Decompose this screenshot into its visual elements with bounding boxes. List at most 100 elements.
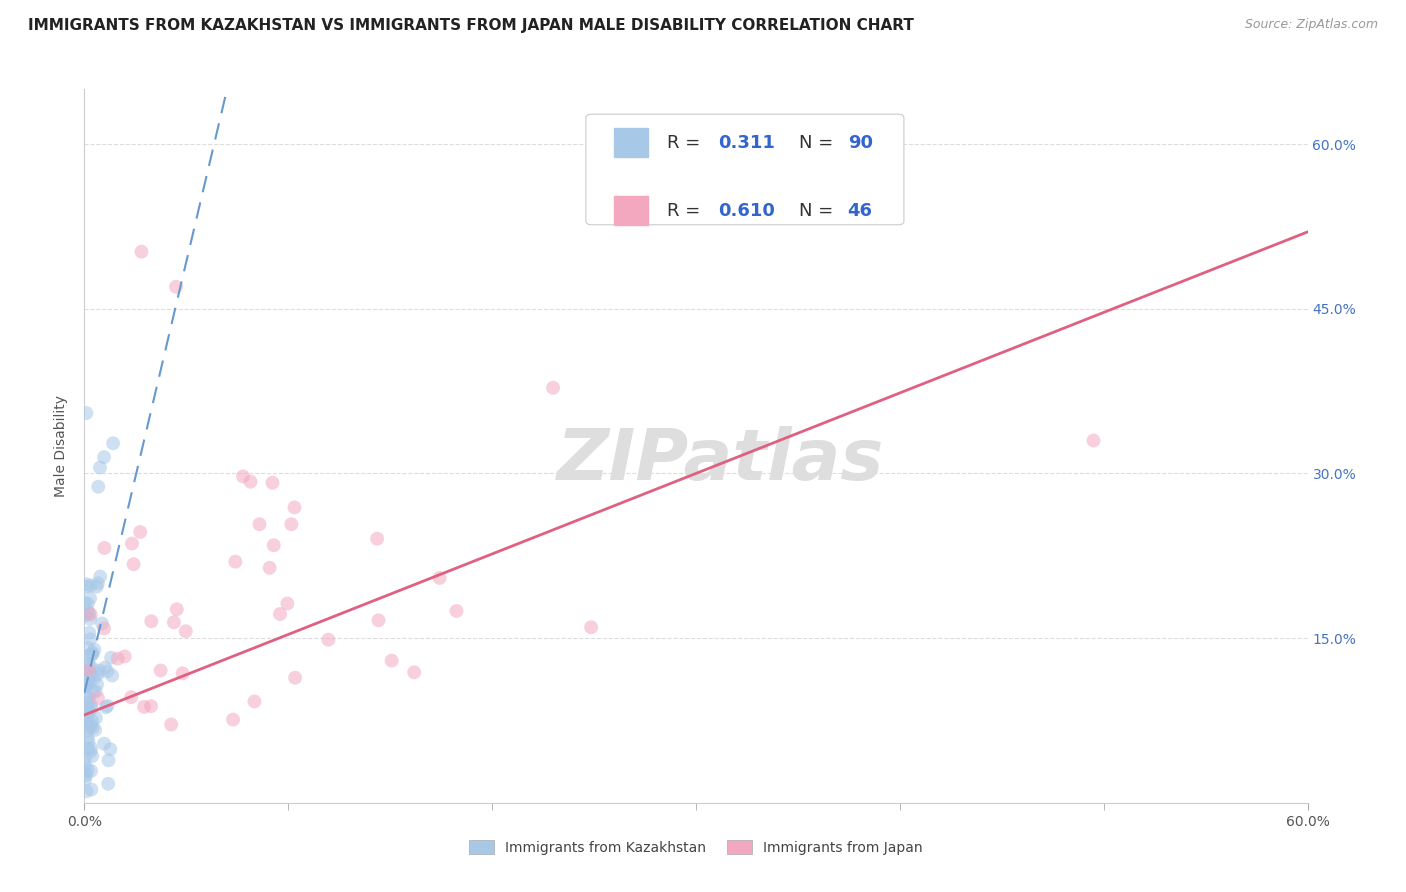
Point <box>75 577 97 591</box>
Point <box>77 702 100 716</box>
Point <box>429 571 451 585</box>
Point <box>93 450 115 464</box>
Point <box>381 654 404 668</box>
Point <box>232 469 254 483</box>
Point <box>276 597 298 611</box>
Text: IMMIGRANTS FROM KAZAKHSTAN VS IMMIGRANTS FROM JAPAN MALE DISABILITY CORRELATION : IMMIGRANTS FROM KAZAKHSTAN VS IMMIGRANTS… <box>28 18 914 33</box>
Point <box>75 669 97 683</box>
Point <box>283 500 305 515</box>
Point <box>77 696 100 710</box>
Text: 46: 46 <box>848 202 873 219</box>
Point <box>100 650 122 665</box>
Text: ZIPatlas: ZIPatlas <box>557 425 884 495</box>
Point <box>139 699 162 714</box>
Point <box>263 538 285 552</box>
Point <box>222 713 245 727</box>
Point <box>79 745 101 759</box>
Point <box>79 671 101 685</box>
Text: 90: 90 <box>848 134 873 152</box>
Point <box>82 684 104 698</box>
Point <box>446 604 468 618</box>
Point <box>79 719 101 733</box>
Point <box>366 532 388 546</box>
Point <box>165 280 187 294</box>
Text: Source: ZipAtlas.com: Source: ZipAtlas.com <box>1244 18 1378 31</box>
Point <box>80 607 103 622</box>
Point <box>243 694 266 708</box>
Point <box>262 475 284 490</box>
Point <box>82 721 104 735</box>
Point <box>76 690 98 704</box>
Point <box>77 666 100 681</box>
Text: R =: R = <box>666 134 706 152</box>
Point <box>75 765 97 780</box>
Point <box>75 751 97 765</box>
Point <box>91 616 114 631</box>
Point <box>73 772 96 787</box>
Point <box>89 664 111 678</box>
Point <box>94 700 117 714</box>
Point <box>82 646 104 660</box>
Text: N =: N = <box>799 202 839 219</box>
Point <box>160 717 183 731</box>
Point <box>367 613 389 627</box>
Point <box>259 561 281 575</box>
Point <box>82 661 104 675</box>
Point <box>80 701 103 715</box>
Point <box>579 620 602 634</box>
Point <box>79 579 101 593</box>
Point <box>98 742 121 756</box>
Point <box>76 741 98 756</box>
Point <box>96 698 118 713</box>
Point <box>318 632 340 647</box>
Point <box>75 710 97 724</box>
Point <box>82 749 104 764</box>
Point <box>120 690 142 705</box>
Point <box>89 460 111 475</box>
Point <box>75 680 97 694</box>
Point <box>224 555 246 569</box>
Point <box>84 723 107 737</box>
Point <box>132 699 155 714</box>
Point <box>76 597 98 611</box>
Point <box>114 649 136 664</box>
Point <box>76 678 98 692</box>
Point <box>94 660 117 674</box>
Point <box>80 741 103 756</box>
Text: 0.610: 0.610 <box>718 202 775 219</box>
Point <box>75 768 97 782</box>
Point <box>80 764 103 778</box>
Point <box>75 608 97 623</box>
Point <box>122 558 145 572</box>
Point <box>77 663 100 677</box>
Point <box>87 480 110 494</box>
FancyBboxPatch shape <box>614 128 648 157</box>
Point <box>76 580 98 594</box>
Point <box>77 734 100 748</box>
Point <box>84 711 107 725</box>
Point <box>269 607 291 621</box>
Point <box>77 690 100 705</box>
Point <box>73 757 96 772</box>
Point <box>280 517 302 532</box>
Point <box>80 698 103 712</box>
Point <box>121 536 143 550</box>
Point <box>149 664 172 678</box>
Point <box>107 651 129 665</box>
Point <box>76 784 98 798</box>
Point <box>76 717 98 731</box>
Point <box>89 569 111 583</box>
Point <box>80 648 103 662</box>
Point <box>101 668 124 682</box>
Point <box>174 624 197 639</box>
Point <box>172 666 194 681</box>
Point <box>93 737 115 751</box>
Point <box>76 672 98 686</box>
Point <box>76 604 98 618</box>
Point <box>284 671 307 685</box>
Point <box>77 625 100 640</box>
Point <box>79 665 101 680</box>
Point <box>86 580 108 594</box>
Point <box>82 647 104 661</box>
Point <box>93 541 115 555</box>
